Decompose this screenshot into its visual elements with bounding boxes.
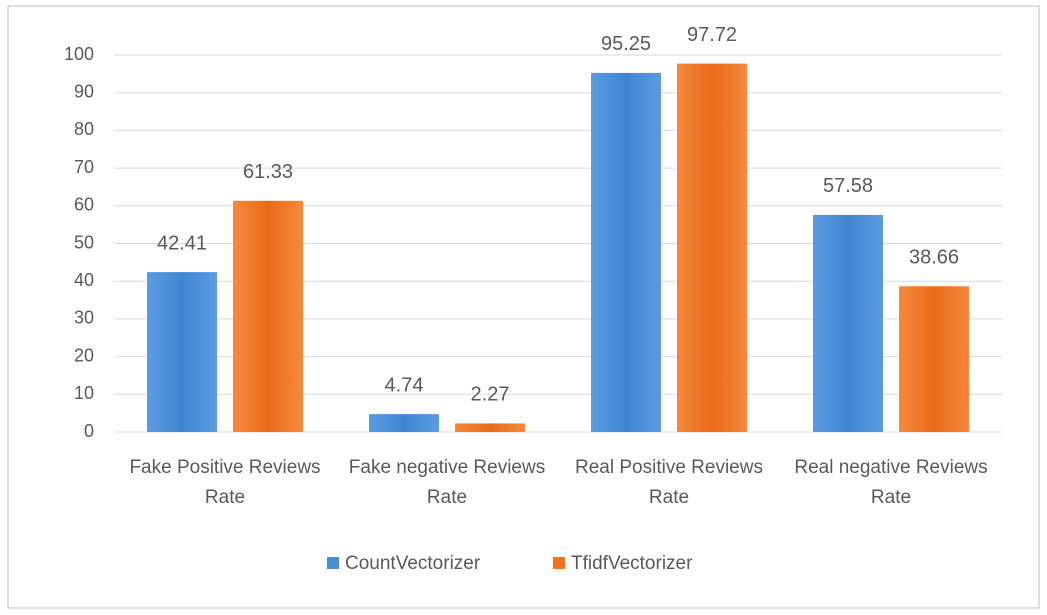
bar — [899, 286, 969, 432]
y-tick-label: 40 — [74, 270, 94, 290]
legend-swatch — [327, 557, 339, 569]
y-tick-label: 20 — [74, 345, 94, 365]
bar — [455, 423, 525, 432]
y-tick-label: 70 — [74, 157, 94, 177]
legend-label: CountVectorizer — [345, 553, 481, 574]
value-label: 97.72 — [687, 24, 737, 46]
bar — [369, 414, 439, 432]
value-label: 38.66 — [909, 247, 959, 269]
value-label: 57.58 — [823, 175, 873, 197]
y-tick-label: 10 — [74, 383, 94, 403]
x-tick-label: Fake Positive Reviews Rate — [129, 457, 321, 508]
bar — [233, 200, 303, 432]
y-tick-label: 90 — [74, 81, 94, 101]
y-tick-label: 100 — [64, 44, 94, 64]
bar — [147, 272, 217, 432]
value-label: 42.41 — [157, 232, 207, 254]
legend-label: TfidfVectorizer — [571, 553, 693, 574]
legend-swatch — [553, 557, 565, 569]
bar — [677, 63, 747, 432]
value-label: 61.33 — [243, 161, 293, 183]
bar — [813, 214, 883, 432]
x-tick-label: Fake negative Reviews Rate — [348, 457, 546, 508]
y-tick-label: 30 — [74, 308, 94, 328]
value-label: 4.74 — [385, 374, 424, 396]
y-tick-label: 80 — [74, 119, 94, 139]
x-tick-label: Real negative Reviews Rate — [794, 457, 988, 508]
y-tick-label: 50 — [74, 232, 94, 252]
bar — [591, 72, 661, 432]
x-tick-label: Real Positive Reviews Rate — [575, 457, 763, 508]
y-tick-label: 60 — [74, 195, 94, 215]
y-tick-label: 0 — [84, 421, 94, 441]
value-label: 95.25 — [601, 33, 651, 55]
value-label: 2.27 — [471, 384, 510, 406]
